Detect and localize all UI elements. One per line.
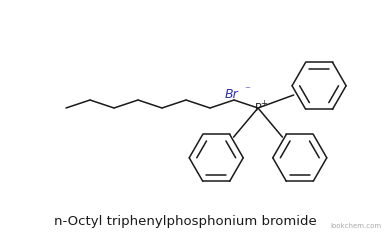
Text: Br: Br xyxy=(225,88,239,101)
Text: lookchem.com: lookchem.com xyxy=(330,223,381,229)
Text: ⁻: ⁻ xyxy=(244,85,250,95)
Text: n-Octyl triphenylphosphonium bromide: n-Octyl triphenylphosphonium bromide xyxy=(54,215,316,228)
Text: P: P xyxy=(254,103,261,113)
Text: +: + xyxy=(261,98,268,108)
